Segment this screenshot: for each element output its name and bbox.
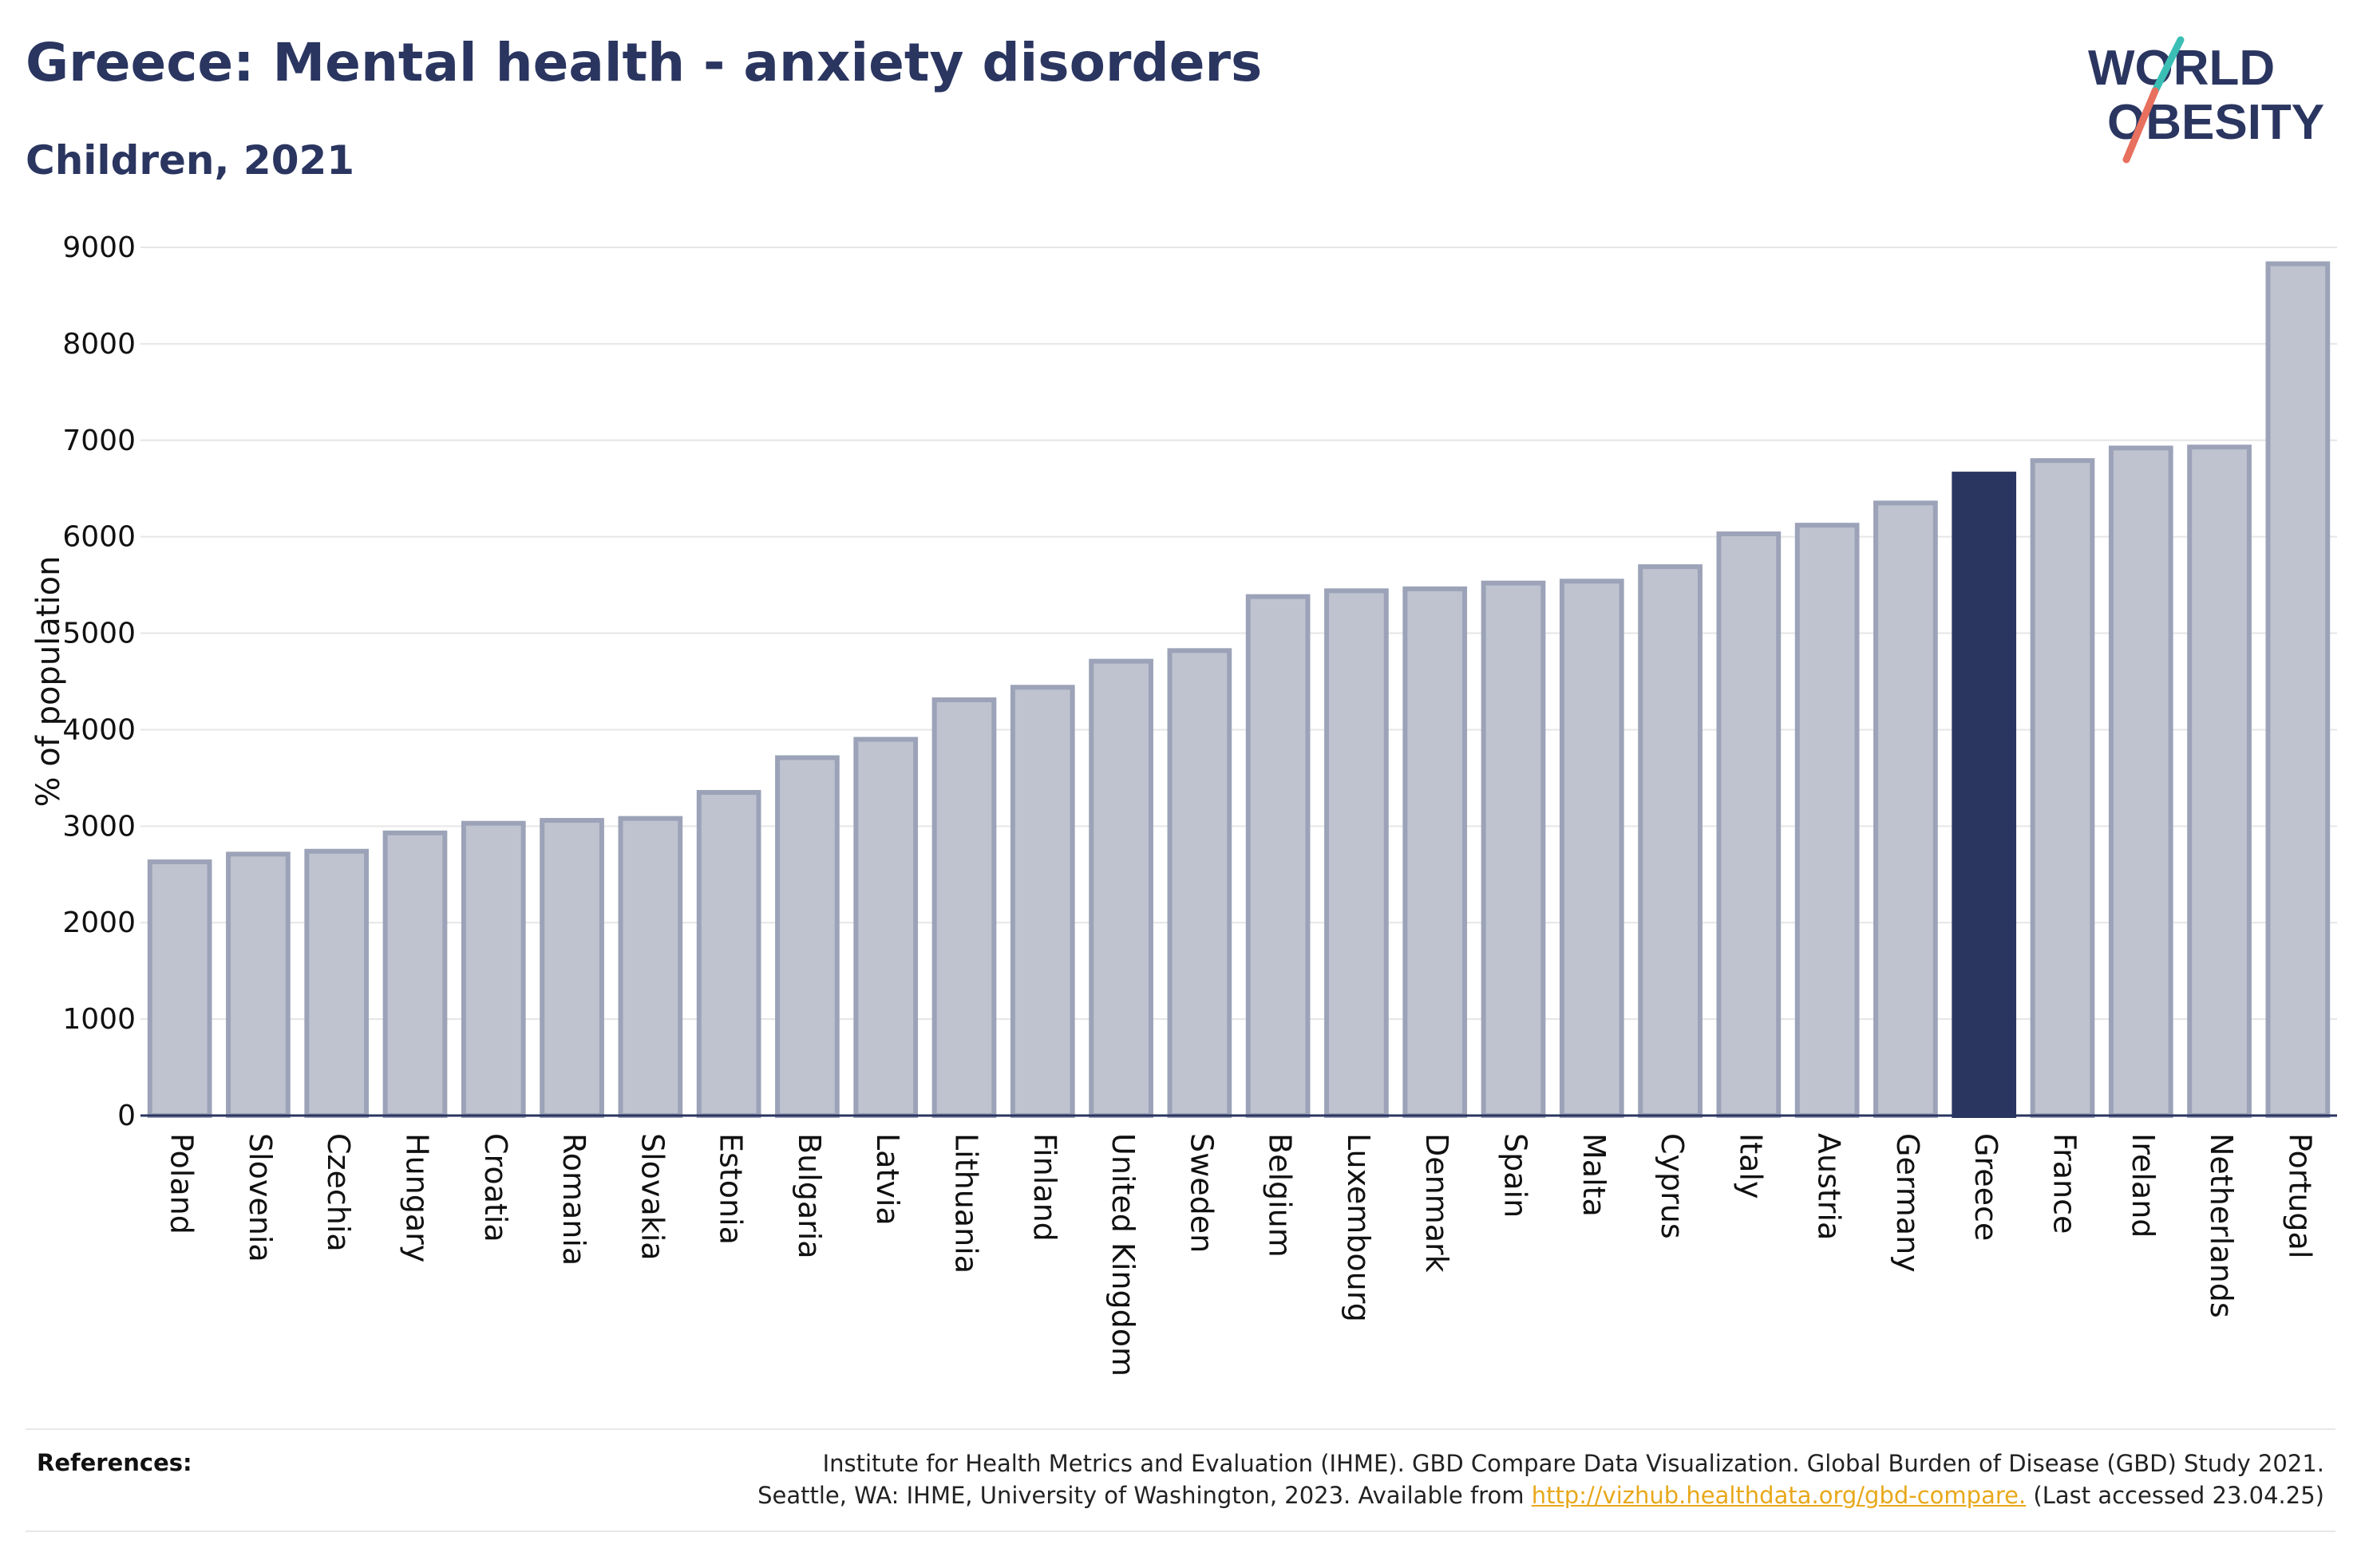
y-tick-label: 6000 <box>62 521 136 554</box>
y-tick-label: 8000 <box>62 328 136 361</box>
bar-slovenia <box>226 851 291 1118</box>
x-tick-label: Cyprus <box>1655 1133 1690 1239</box>
bar-slovakia <box>618 816 683 1118</box>
x-tick-label: Poland <box>164 1133 200 1234</box>
x-tick-label: Slovenia <box>243 1133 278 1262</box>
bar-chart: 0 1000 2000 3000 4000 5000 6000 7000 8000 9000 % o… <box>30 231 2337 1376</box>
bar-lithuania <box>931 697 997 1118</box>
x-tick-label: Greece <box>1968 1133 2003 1241</box>
x-tick-label: United Kingdom <box>1105 1133 1141 1376</box>
x-tick-label: Hungary <box>400 1133 435 1262</box>
x-tick-label: Austria <box>1812 1133 1847 1240</box>
bar-finland <box>1010 685 1075 1118</box>
y-tick-label: 0 <box>117 1100 136 1132</box>
y-tick-label: 4000 <box>62 713 136 746</box>
x-tick-label: Netherlands <box>2204 1133 2239 1318</box>
x-tick-label: Denmark <box>1419 1133 1454 1273</box>
references-box: References: Institute for Health Metrics… <box>26 1428 2335 1532</box>
x-tick-label: Germany <box>1890 1133 1925 1273</box>
x-tick-label: Belgium <box>1263 1133 1298 1258</box>
reference-line-2: Seattle, WA: IHME, University of Washing… <box>757 1479 2324 1511</box>
bar-denmark <box>1402 586 1468 1118</box>
bar-netherlands <box>2187 444 2252 1118</box>
bar-italy <box>1716 531 1782 1118</box>
logo-slash-bottom <box>2122 87 2159 164</box>
bar-czechia <box>304 848 370 1118</box>
page-subtitle: Children, 2021 <box>26 137 355 184</box>
logo-slash-top <box>2151 36 2185 95</box>
x-tick-label: Romania <box>556 1133 591 1266</box>
x-tick-label: Ireland <box>2126 1133 2161 1238</box>
bar-spain <box>1481 580 1546 1118</box>
x-tick-label: Croatia <box>478 1133 513 1242</box>
bar-ireland <box>2108 445 2173 1118</box>
x-tick-label: Slovakia <box>635 1133 670 1261</box>
bar-cyprus <box>1638 564 1703 1118</box>
x-tick-label: Estonia <box>714 1133 749 1245</box>
x-tick-label: France <box>2047 1133 2082 1234</box>
logo-text-world: WORLD <box>2088 41 2275 96</box>
bar-united-kingdom <box>1089 658 1153 1118</box>
bar-bulgaria <box>775 755 840 1118</box>
y-tick-label: 2000 <box>62 906 136 939</box>
x-tick-label: Malta <box>1576 1133 1612 1217</box>
bar-estonia <box>696 790 761 1118</box>
bar-austria <box>1794 523 1860 1118</box>
reference-line-2-suffix: (Last accessed 23.04.25) <box>2026 1482 2324 1509</box>
x-tick-label: Czechia <box>321 1133 356 1252</box>
bar-germany <box>1873 500 1938 1118</box>
y-tick-label: 1000 <box>62 1003 136 1036</box>
references-text: Institute for Health Metrics and Evaluat… <box>757 1448 2324 1511</box>
y-tick-label: 5000 <box>62 618 136 650</box>
bar-luxembourg <box>1324 588 1389 1118</box>
bar-latvia <box>853 737 919 1118</box>
page-title: Greece: Mental health - anxiety disorder… <box>26 32 1263 93</box>
y-tick-label: 9000 <box>62 231 136 264</box>
x-tick-label: Spain <box>1498 1133 1533 1218</box>
y-axis-label: % of population <box>30 556 67 808</box>
x-tick-label: Finland <box>1027 1133 1062 1242</box>
x-tick-label: Italy <box>1733 1133 1768 1199</box>
references-label: References: <box>37 1449 192 1476</box>
bar-malta <box>1559 579 1624 1118</box>
y-tick-label: 7000 <box>62 425 136 457</box>
world-obesity-logo: WORLD OBESITY <box>2088 36 2324 164</box>
bar-romania <box>540 818 604 1118</box>
bar-belgium <box>1245 594 1311 1118</box>
x-tick-label: Bulgaria <box>792 1133 827 1259</box>
bar-france <box>2030 458 2095 1118</box>
x-tick-label: Latvia <box>870 1133 905 1226</box>
reference-line-1: Institute for Health Metrics and Evaluat… <box>822 1450 2324 1477</box>
bar-poland <box>147 859 212 1119</box>
reference-line-2-prefix: Seattle, WA: IHME, University of Washing… <box>757 1482 1532 1509</box>
x-tick-label: Luxembourg <box>1341 1133 1376 1322</box>
bar-croatia <box>461 820 526 1118</box>
bar-sweden <box>1167 648 1232 1118</box>
x-tick-label: Sweden <box>1184 1133 1219 1253</box>
bar-hungary <box>382 830 448 1118</box>
bar-greece <box>1952 472 2017 1118</box>
x-tick-label: Lithuania <box>949 1133 984 1274</box>
x-tick-label: Portugal <box>2282 1133 2317 1258</box>
bar-portugal <box>2265 261 2331 1118</box>
reference-link[interactable]: http://vizhub.healthdata.org/gbd-compare… <box>1531 1482 2027 1509</box>
y-tick-label: 3000 <box>62 810 136 843</box>
